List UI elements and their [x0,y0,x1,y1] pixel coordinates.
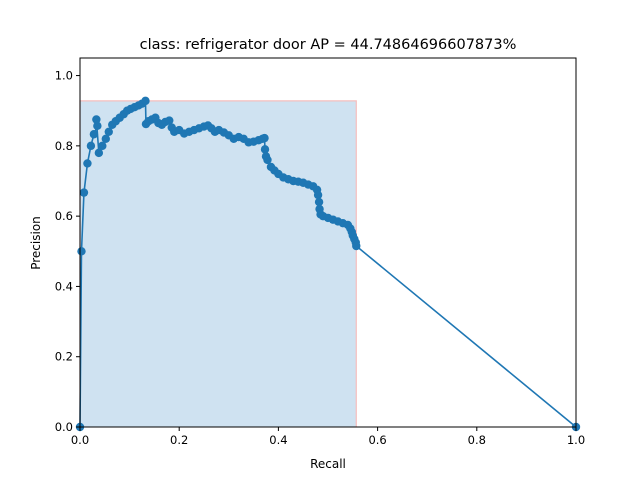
ap-area-fill [80,100,357,428]
axes: 0.0 0.2 0.4 0.6 0.8 1.0 0.0 0.2 0.4 0.6 0.8 1.0 [55,57,585,447]
y-tick-label: 0.0 [55,420,73,434]
y-tick-label: 0.2 [55,350,73,364]
data-point [263,155,272,165]
chart-title: class: refrigerator door AP = 44.7486469… [140,37,517,53]
x-tick-label: 0.8 [468,433,486,447]
data-point [260,133,269,143]
x-tick-label: 0.6 [368,433,386,447]
data-point [83,159,92,168]
x-tick-label: 1.0 [567,433,585,447]
axes-frame [79,57,577,428]
data-point [86,141,96,151]
x-axis-label: Recall [310,457,346,471]
data-point [89,130,99,139]
y-axis-label: Precision [29,216,43,270]
data-point [77,247,86,256]
data-point [92,115,101,124]
x-tick-label: 0.4 [269,433,287,447]
data-point [165,116,174,125]
data-point [94,148,104,158]
y-tick-label: 0.4 [55,279,73,293]
y-tick-label: 0.8 [55,139,73,153]
data-point [104,127,113,136]
data-point [79,188,89,197]
data-point [101,134,110,144]
data-point [98,141,107,151]
data-point [314,197,324,207]
x-tick-label: 0.0 [71,433,89,447]
y-tick-label: 1.0 [55,69,73,83]
y-tick-label: 0.6 [55,209,73,223]
data-point [260,145,270,154]
data-point [352,241,361,251]
x-tick-label: 0.2 [170,433,188,447]
data-point [141,96,150,106]
plot-area [75,96,581,432]
data-point [313,190,323,200]
data-point [93,121,102,131]
